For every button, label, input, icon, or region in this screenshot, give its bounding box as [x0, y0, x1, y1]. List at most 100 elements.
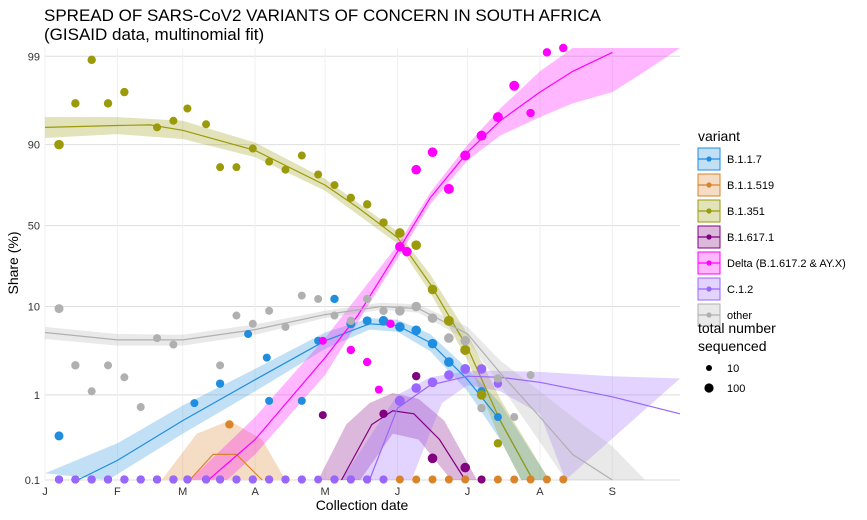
point-b-1-351 [379, 218, 388, 227]
point-delta-b-1-617-2-ay-x [346, 345, 356, 355]
point-b-1-351 [395, 228, 405, 238]
size-legend-title-line-2: sequenced [698, 338, 767, 354]
floor-point-b-1-1-519 [461, 475, 470, 484]
y-tick-label: 90 [28, 140, 40, 152]
point-b-1-1-7 [297, 396, 306, 405]
chart-title-line-1: SPREAD OF SARS-CoV2 VARIANTS OF CONCERN … [44, 6, 602, 25]
point-b-1-351 [216, 163, 225, 172]
point-b-1-351 [232, 163, 241, 172]
point-delta-b-1-617-2-ay-x [460, 150, 471, 161]
legend-dot-b-1-1-519 [706, 182, 712, 188]
point-other [297, 291, 306, 300]
point-delta-b-1-617-2-ay-x [427, 147, 438, 157]
point-delta-b-1-617-2-ay-x [509, 80, 520, 91]
legend-dot-delta-b-1-617-2-ay-x [706, 260, 712, 266]
point-b-1-1-7 [395, 322, 405, 332]
point-other [120, 373, 129, 382]
point-other [248, 319, 257, 328]
band-b-1-1-7 [45, 318, 550, 480]
point-delta-b-1-617-2-ay-x [318, 336, 327, 345]
point-other [54, 304, 64, 314]
point-b-1-351 [120, 87, 129, 97]
point-b-1-351 [314, 170, 323, 179]
y-tick-label: 1 [34, 390, 40, 402]
band-c-1-2 [341, 370, 680, 480]
floor-point-c-1-2 [330, 475, 339, 484]
point-other [379, 306, 388, 315]
x-tick-label: F [114, 486, 121, 498]
point-other [330, 311, 339, 320]
floor-point-c-1-2 [183, 475, 192, 484]
fit-b-1-351 [44, 124, 534, 481]
floor-point-b-1-1-519 [559, 475, 568, 484]
point-other [232, 311, 241, 320]
x-tick-label: S [609, 486, 616, 498]
floor-point-b-1-1-519 [412, 475, 421, 484]
floor-point-c-1-2 [104, 475, 113, 484]
point-b-1-351 [443, 315, 454, 326]
point-b-1-351 [71, 99, 80, 108]
point-b-1-1-7 [190, 399, 199, 408]
point-b-1-351 [476, 390, 487, 400]
point-other [477, 403, 486, 413]
y-tick-label: 10 [28, 302, 40, 314]
size-legend-label: 10 [727, 363, 739, 375]
floor-point-b-1-1-519 [510, 475, 519, 484]
point-b-1-351 [493, 439, 503, 448]
floor-point-c-1-2 [297, 475, 306, 484]
legend-label-b-1-1-7: B.1.1.7 [727, 154, 762, 166]
size-legend-label: 100 [727, 383, 745, 395]
chart-title-line-2: (GISAID data, multinomial fit) [44, 25, 264, 44]
point-b-1-617-1 [460, 462, 471, 473]
point-other [444, 333, 454, 343]
point-b-1-617-1 [318, 411, 327, 420]
grid-lines [44, 48, 680, 481]
legend-dot-c-1-2 [706, 286, 712, 292]
point-b-1-351 [460, 344, 471, 355]
point-delta-b-1-617-2-ay-x [492, 112, 503, 123]
point-b-1-351 [411, 240, 421, 250]
point-b-1-351 [346, 193, 356, 203]
point-delta-b-1-617-2-ay-x [402, 246, 412, 257]
point-b-1-351 [87, 55, 96, 65]
point-other [169, 340, 178, 349]
point-b-1-1-7 [265, 396, 274, 405]
size-legend-dot [706, 365, 712, 371]
point-delta-b-1-617-2-ay-x [362, 357, 372, 367]
legend-dot-b-1-617-1 [706, 234, 712, 240]
point-b-1-1-7 [262, 353, 271, 362]
point-other [362, 294, 372, 304]
point-other [104, 361, 113, 370]
y-axis-title: Share (%) [5, 231, 21, 294]
point-b-1-617-1 [379, 409, 388, 419]
floor-point-b-1-617-1 [477, 475, 486, 484]
point-other [265, 306, 274, 315]
floor-point-c-1-2 [281, 475, 290, 484]
floor-point-c-1-2 [153, 475, 162, 484]
y-tick-label: 0.1 [25, 475, 40, 487]
point-delta-b-1-617-2-ay-x [476, 130, 487, 141]
legend-label-c-1-2: C.1.2 [727, 284, 753, 296]
floor-point-b-1-1-519 [542, 475, 551, 484]
legend-dot-b-1-1-7 [706, 156, 712, 162]
point-b-1-351 [330, 181, 339, 190]
point-other [216, 361, 225, 370]
legend-dot-other [706, 312, 712, 318]
point-b-1-351 [169, 116, 178, 125]
point-delta-b-1-617-2-ay-x [542, 48, 552, 57]
floor-point-c-1-2 [232, 475, 241, 484]
x-tick-label: J [42, 486, 48, 498]
variant-legend: B.1.1.7 B.1.1.519 B.1.351 B.1.617.1 Delta (B… [697, 147, 846, 327]
point-b-1-351 [281, 165, 290, 174]
point-b-1-1-7 [54, 431, 64, 441]
floor-point-c-1-2 [87, 475, 96, 484]
floor-point-c-1-2 [346, 475, 355, 484]
floor-point-b-1-1-519 [395, 475, 404, 484]
y-tick-label: 99 [28, 51, 40, 63]
point-b-1-1-7 [362, 316, 372, 326]
x-tick-label: J [465, 486, 471, 498]
legend-label-b-1-1-519: B.1.1.519 [727, 180, 774, 192]
y-tick-label: 50 [28, 221, 40, 233]
floor-point-c-1-2 [71, 475, 80, 484]
